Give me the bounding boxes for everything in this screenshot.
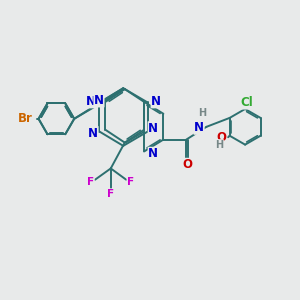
Text: N: N <box>194 121 204 134</box>
Text: N: N <box>148 147 158 161</box>
Text: N: N <box>88 127 98 140</box>
Text: F: F <box>127 177 134 187</box>
Text: O: O <box>183 158 193 171</box>
Text: N: N <box>151 95 161 108</box>
Text: O: O <box>216 131 226 144</box>
Text: N: N <box>86 95 96 108</box>
Text: F: F <box>107 189 114 199</box>
Text: N: N <box>148 122 158 135</box>
Text: N: N <box>94 94 104 107</box>
Text: Br: Br <box>18 112 33 125</box>
Text: H: H <box>215 140 223 150</box>
Text: F: F <box>87 177 94 187</box>
Text: Br: Br <box>17 112 32 125</box>
Text: Cl: Cl <box>240 96 253 109</box>
Text: H: H <box>198 108 206 118</box>
